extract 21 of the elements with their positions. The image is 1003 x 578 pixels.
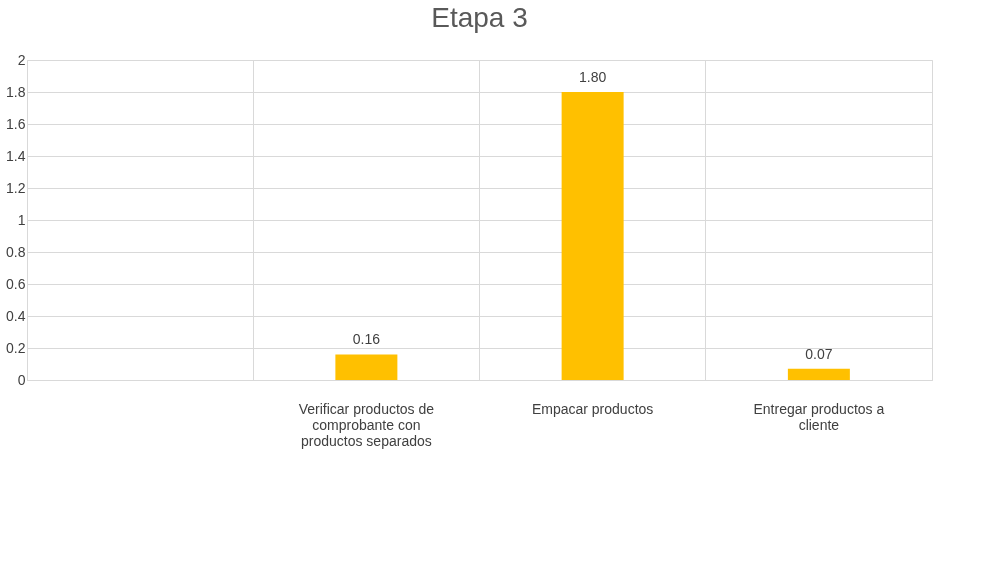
data-label: 0.16 — [352, 331, 381, 348]
bar — [335, 354, 398, 380]
data-label: 0.07 — [805, 345, 833, 362]
y-tick-label: 1.2 — [6, 179, 26, 196]
x-tick-label: Verificar productos de comprobante con productos separados — [298, 400, 435, 449]
y-tick-label: 1.4 — [6, 147, 26, 164]
bar — [787, 368, 850, 380]
y-tick-label: 1.8 — [6, 83, 26, 100]
y-tick-label: 0.8 — [6, 243, 26, 260]
x-tick-label: Entregar productos a cliente — [753, 400, 885, 433]
x-tick-label: Empacar productos — [531, 400, 654, 417]
chart-title: Etapa 3 — [431, 2, 528, 33]
y-tick-label: 0.6 — [6, 275, 26, 292]
y-tick-label: 2 — [17, 51, 26, 68]
bar — [561, 92, 624, 380]
y-tick-label: 1 — [17, 211, 26, 228]
y-tick-label: 0.2 — [6, 339, 26, 356]
y-tick-label: 0.4 — [6, 307, 26, 324]
y-tick-label: 1.6 — [6, 115, 26, 132]
y-tick-label: 0 — [17, 371, 26, 388]
data-label: 1.80 — [579, 69, 607, 85]
